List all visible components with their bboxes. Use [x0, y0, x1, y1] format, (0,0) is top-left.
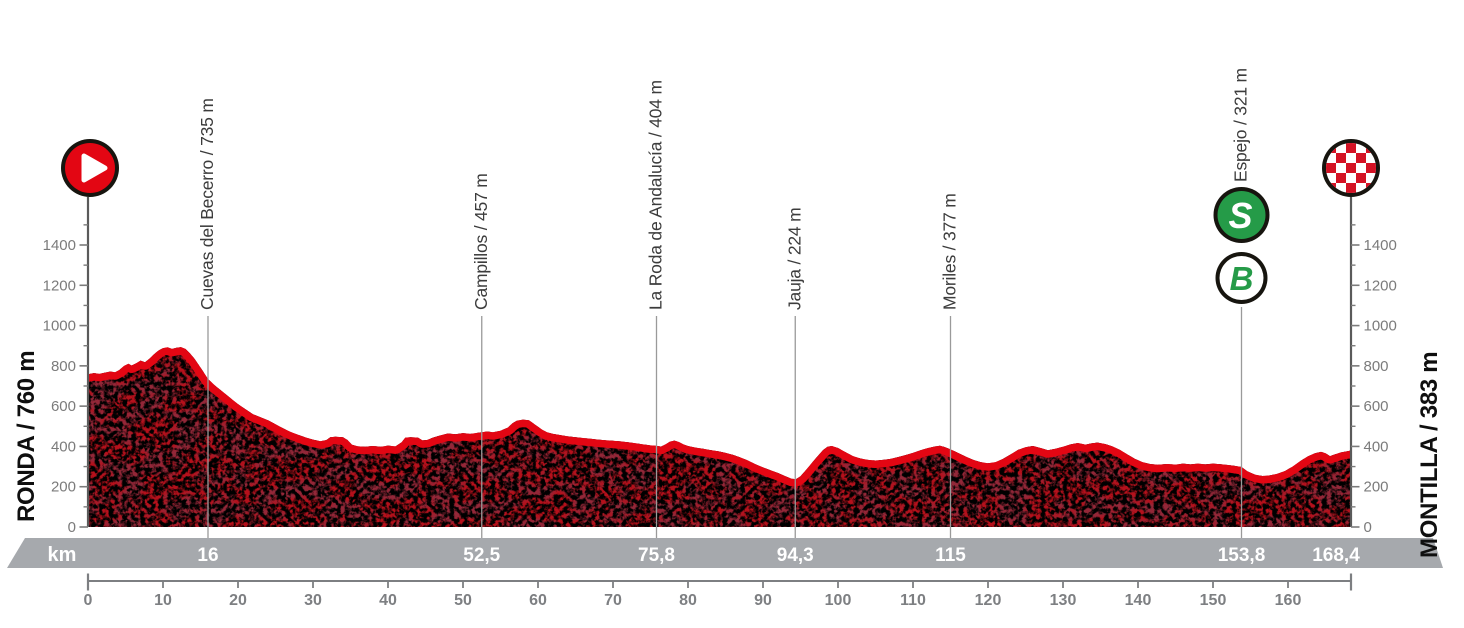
profile-texture-speckle — [88, 347, 1351, 527]
ruler-tick-label: 160 — [1275, 592, 1302, 609]
route-icons: SB — [61, 139, 1380, 304]
start-icon play-icon — [61, 139, 119, 197]
elevation-tick-label: 600 — [51, 398, 76, 415]
ruler-tick-label: 30 — [304, 592, 322, 609]
elevation-tick-label: 800 — [1364, 358, 1389, 375]
ruler-tick-label: 10 — [154, 592, 172, 609]
waypoint-km-label: 94,3 — [777, 545, 814, 566]
elevation-tick-label: 1200 — [1364, 277, 1397, 294]
ruler-tick-label: 130 — [1050, 592, 1077, 609]
finish-town-label: MONTILLA / 383 m — [1416, 352, 1443, 558]
sprint-letter: S — [1228, 195, 1252, 236]
waypoint-lines — [207, 307, 1243, 538]
elevation-tick-label: 200 — [1364, 479, 1389, 496]
ruler-tick-label: 100 — [825, 592, 852, 609]
play-triangle — [81, 153, 108, 183]
ruler-tick-label: 0 — [84, 592, 93, 609]
elevation-tick-label: 1000 — [43, 318, 76, 335]
bonus-icon-face — [1219, 256, 1264, 300]
ruler-tick-label: 70 — [604, 592, 622, 609]
waypoint-km-label: 75,8 — [638, 545, 675, 566]
km-band: 16 52,5 75,8 94,3 115 153,8 168,4 — [7, 538, 1443, 568]
ruler-tick-label: 20 — [229, 592, 247, 609]
bonus-seconds-icon: B — [1215, 252, 1268, 304]
elevation-tick-label: 0 — [1364, 519, 1372, 536]
waypoint-km-label: 153,8 — [1218, 545, 1266, 566]
sprint-icon: S — [1213, 187, 1270, 243]
profile-area — [88, 347, 1351, 527]
checker-pattern — [1326, 143, 1376, 193]
elevation-tick-label: 400 — [51, 438, 76, 455]
ruler-tick-label: 140 — [1125, 592, 1152, 609]
start-town-label: RONDA / 760 m — [13, 351, 40, 522]
km-unit-label: km — [48, 544, 77, 566]
waypoint-name-label: Campillos / 457 m — [471, 173, 491, 310]
waypoint-name-label: Espejo / 321 m — [1231, 68, 1251, 182]
elevation-axes: 0 0 200 200 400 400 600 600 800 800 1000 1000 1200 12… — [43, 197, 1397, 536]
waypoint-labels: Cuevas del Becerro / 735 m Campillos / 45… — [197, 68, 1251, 310]
finish-icon checkered-finish-icon — [1322, 139, 1380, 197]
ruler-tick-label: 90 — [754, 592, 772, 609]
elevation-tick-label: 0 — [68, 519, 76, 536]
total-distance-label: 168,4 — [1312, 545, 1360, 566]
elevation-tick-label: 200 — [51, 479, 76, 496]
waypoint-name-label: Cuevas del Becerro / 735 m — [197, 98, 217, 310]
elevation-tick-label: 1200 — [43, 277, 76, 294]
waypoint-name-label: Jauja / 224 m — [784, 208, 804, 310]
ruler-tick-label: 50 — [454, 592, 472, 609]
waypoint-name-label: La Roda de Andalucía / 404 m — [646, 80, 666, 310]
ruler-tick-label: 80 — [679, 592, 697, 609]
waypoint-km-label: 16 — [197, 545, 218, 566]
elevation-tick-label: 400 — [1364, 438, 1389, 455]
ruler-tick-label: 120 — [975, 592, 1002, 609]
waypoint-km-label: 52,5 — [463, 545, 500, 566]
elevation-tick-label: 1000 — [1364, 318, 1397, 335]
ruler-tick-label: 150 — [1200, 592, 1227, 609]
km-ruler: 0 10 20 30 40 50 60 70 80 90 100 110 120 130 140 150 160 — [84, 573, 1353, 609]
elevation-tick-label: 800 — [51, 358, 76, 375]
waypoint-name-label: Moriles / 377 m — [940, 193, 960, 310]
sprint-icon-face — [1217, 191, 1266, 239]
bonus-letter: B — [1230, 260, 1254, 297]
mountain-profile — [88, 347, 1351, 527]
ruler-tick-label: 60 — [529, 592, 547, 609]
km-band-strip — [7, 538, 1443, 568]
ruler-tick-label: 110 — [900, 592, 926, 609]
ruler-tick-label: 40 — [379, 592, 397, 609]
elevation-tick-label: 600 — [1364, 398, 1389, 415]
elevation-tick-label: 1400 — [43, 237, 76, 254]
elevation-tick-label: 1400 — [1364, 237, 1397, 254]
waypoint-km-label: 115 — [935, 545, 966, 566]
